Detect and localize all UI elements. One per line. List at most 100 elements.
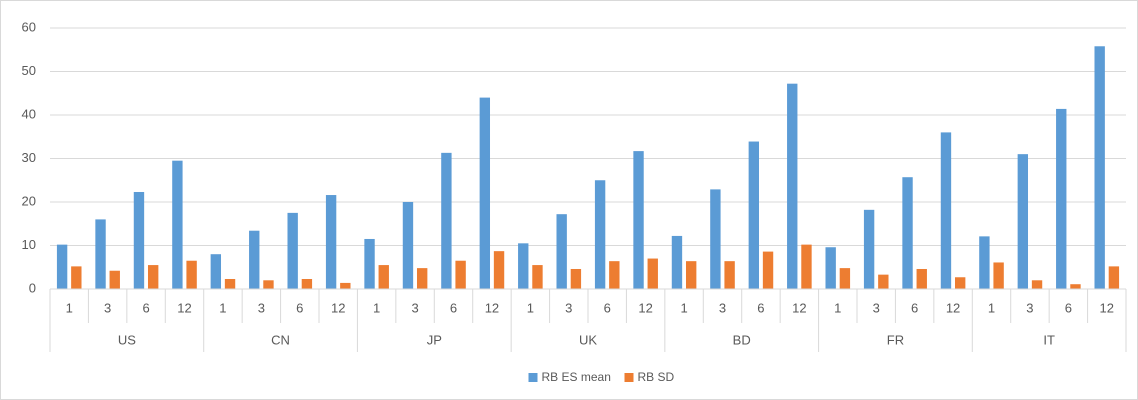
bar (570, 268, 582, 289)
bar (993, 262, 1004, 289)
x-tick-label: 1 (66, 300, 73, 315)
x-tick-label: 1 (988, 300, 995, 315)
bar (954, 277, 966, 289)
x-tick-label: 3 (719, 300, 726, 315)
x-tick-label: 6 (142, 300, 149, 315)
bar (671, 235, 683, 289)
x-tick-label: 12 (946, 300, 960, 315)
group-label: IT (1043, 332, 1055, 347)
legend-label: RB ES mean (542, 370, 611, 384)
bar (364, 238, 375, 289)
bar (724, 261, 735, 289)
bar (416, 268, 428, 289)
x-tick-label: 1 (680, 300, 687, 315)
group-label: UK (579, 332, 597, 347)
group-label: US (118, 332, 136, 347)
group-label: JP (427, 332, 442, 347)
x-tick-label: 3 (411, 300, 418, 315)
bar (479, 97, 491, 289)
bar (863, 209, 875, 289)
bar (878, 274, 889, 289)
bar (801, 244, 812, 289)
bar (787, 83, 798, 290)
bar (1056, 108, 1067, 289)
x-tick-label: 6 (911, 300, 918, 315)
x-tick-label: 1 (219, 300, 226, 315)
y-tick-label: 50 (22, 63, 36, 78)
y-tick-label: 40 (22, 106, 36, 121)
bar (301, 278, 313, 289)
x-tick-label: 6 (450, 300, 457, 315)
x-tick-label: 6 (1065, 300, 1072, 315)
x-tick-label: 3 (104, 300, 111, 315)
bar (902, 177, 913, 289)
bar (109, 270, 120, 289)
bar (825, 247, 836, 289)
bar (633, 151, 644, 289)
bar (1108, 266, 1120, 289)
bar (916, 268, 927, 289)
bar (710, 189, 721, 289)
bar (685, 261, 697, 289)
bar (1094, 46, 1105, 289)
x-tick-label: 12 (792, 300, 806, 315)
bar (133, 191, 145, 289)
bar (839, 268, 851, 289)
bar (340, 282, 351, 289)
y-tick-label: 10 (22, 237, 36, 252)
bar (1031, 280, 1043, 289)
bar (224, 278, 236, 289)
x-tick-label: 6 (296, 300, 303, 315)
bar (594, 180, 606, 289)
x-tick-label: 1 (834, 300, 841, 315)
bar (493, 251, 505, 289)
bar (186, 260, 197, 289)
y-tick-label: 20 (22, 193, 36, 208)
x-tick-label: 12 (1100, 300, 1114, 315)
bar (1070, 284, 1081, 289)
bar (556, 214, 567, 289)
x-tick-label: 12 (638, 300, 652, 315)
bar (762, 251, 774, 289)
y-tick-label: 60 (22, 19, 36, 34)
legend-label: RB SD (638, 370, 675, 384)
x-tick-label: 3 (258, 300, 265, 315)
x-tick-label: 12 (177, 300, 191, 315)
y-tick-label: 0 (29, 280, 36, 295)
bar (325, 195, 337, 289)
bar (748, 141, 760, 289)
group-label: BD (733, 332, 751, 347)
bar (402, 202, 414, 289)
x-tick-label: 12 (485, 300, 499, 315)
x-tick-label: 12 (331, 300, 345, 315)
bar (147, 265, 159, 289)
bar (979, 236, 990, 289)
bar (71, 266, 82, 289)
x-tick-label: 3 (1026, 300, 1033, 315)
bar (940, 132, 952, 289)
group-label: FR (887, 332, 904, 347)
legend-swatch (624, 373, 634, 382)
bar (56, 244, 68, 289)
group-label: CN (271, 332, 290, 347)
y-tick-label: 30 (22, 150, 36, 165)
bar (263, 280, 274, 289)
bar (172, 160, 183, 289)
bar (609, 261, 620, 289)
x-tick-label: 3 (565, 300, 572, 315)
bar (210, 254, 222, 289)
x-tick-label: 3 (873, 300, 880, 315)
x-tick-label: 1 (373, 300, 380, 315)
legend-swatch (528, 373, 538, 382)
bar (378, 265, 389, 289)
bar (532, 265, 543, 289)
bar (249, 230, 260, 289)
bar (441, 152, 452, 289)
bar (518, 243, 529, 289)
x-tick-label: 6 (604, 300, 611, 315)
x-tick-label: 1 (527, 300, 534, 315)
bar (95, 219, 106, 289)
bar (647, 258, 658, 289)
